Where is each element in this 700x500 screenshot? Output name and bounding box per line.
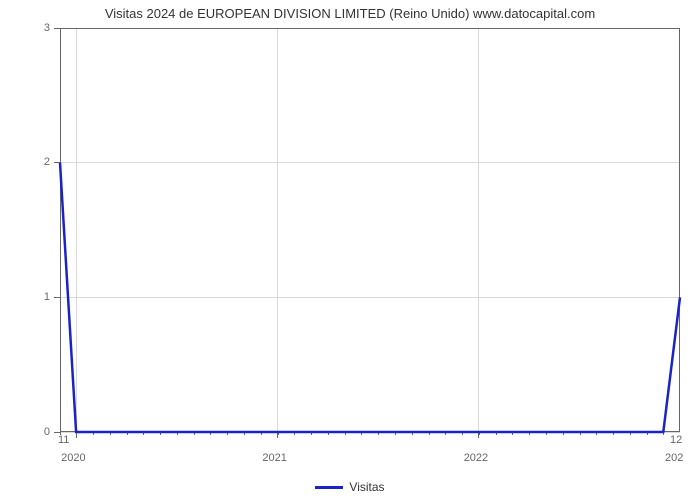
y-tick-label: 0	[44, 426, 50, 438]
plot-area: 01232020202120222021112	[60, 28, 680, 432]
legend-label: Visitas	[349, 480, 384, 494]
chart-container: Visitas 2024 de EUROPEAN DIVISION LIMITE…	[0, 0, 700, 500]
secondary-right-label: 12	[670, 434, 682, 446]
legend: Visitas	[0, 480, 700, 494]
chart-title: Visitas 2024 de EUROPEAN DIVISION LIMITE…	[0, 6, 700, 21]
x-tick-label-clipped: 202	[665, 452, 683, 464]
secondary-left-label: 11	[58, 434, 69, 446]
y-tick-label: 3	[44, 22, 50, 34]
series-line	[60, 28, 680, 432]
y-tick-label: 2	[44, 156, 50, 168]
x-tick-label: 2020	[61, 452, 85, 464]
x-tick-label: 2022	[464, 452, 488, 464]
y-tick-label: 1	[44, 291, 50, 303]
x-tick-label: 2021	[262, 452, 286, 464]
legend-swatch	[315, 486, 343, 489]
